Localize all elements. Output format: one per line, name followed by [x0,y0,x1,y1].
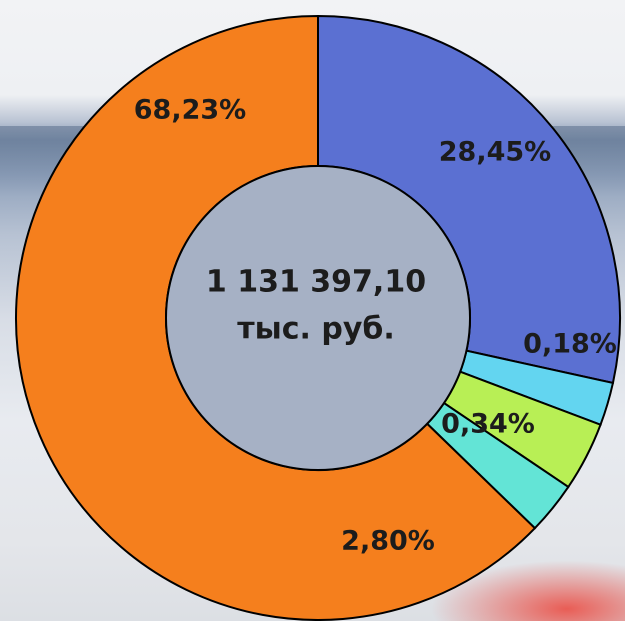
slice-labels-layer: 28,45% 0,18% 0,34% 2,80% 68,23% [134,95,617,557]
slice-0-18-label: 0,18% [523,329,617,360]
slice-2-80-label: 2,80% [341,526,435,557]
slices-layer [15,14,621,621]
slice-0-34-label: 0,34% [441,409,535,440]
center-total-unit: тыс. руб. [237,312,395,347]
slice-28-45-label: 28,45% [439,137,551,168]
slice-68-23-label: 68,23% [134,95,246,126]
center-total-value: 1 131 397,10 [206,265,426,300]
donut-hole [165,165,471,471]
